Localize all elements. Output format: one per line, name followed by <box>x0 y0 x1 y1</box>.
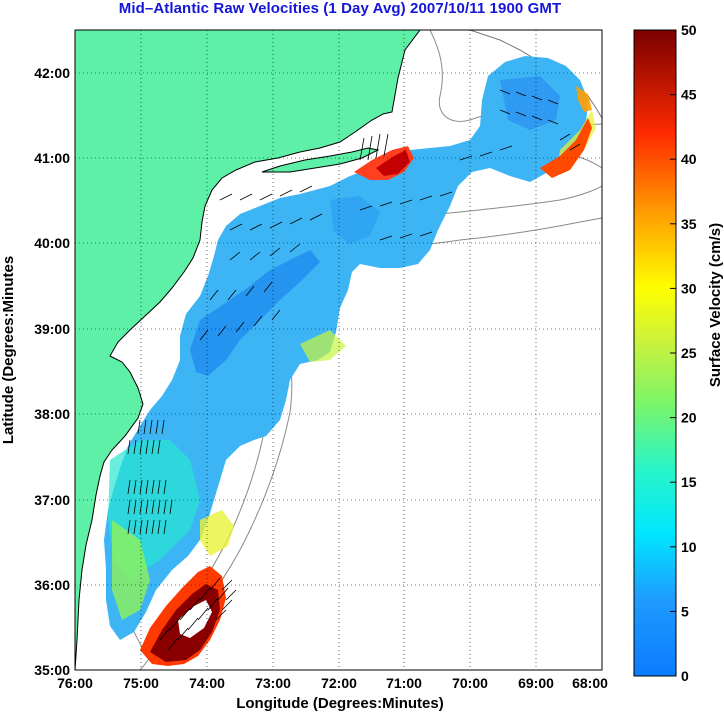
x-tick-label: 71:00 <box>386 675 422 691</box>
y-tick-label: 40:00 <box>34 235 70 251</box>
graticule <box>75 30 602 670</box>
colorbar-tick-label: 15 <box>681 474 697 490</box>
colorbar-tick-label: 30 <box>681 280 697 296</box>
y-tick-label: 37:00 <box>34 492 70 508</box>
colorbar-tick-label: 20 <box>681 410 697 426</box>
map-title: Mid–Atlantic Raw Velocities (1 Day Avg) … <box>118 0 562 17</box>
velocity-vectors <box>127 89 581 651</box>
colorbar-tick-label: 10 <box>681 539 697 555</box>
y-tick-label: 38:00 <box>34 406 70 422</box>
x-tick-labels: 76:00 75:00 74:00 73:00 72:00 71:00 70:0… <box>57 675 608 691</box>
colorbar: 50 45 40 35 30 25 20 15 10 5 0 Surface V… <box>633 22 724 684</box>
y-tick-label: 35:00 <box>34 662 70 678</box>
colorbar-tick-label: 0 <box>681 668 689 684</box>
y-tick-label: 39:00 <box>34 321 70 337</box>
x-tick-label: 70:00 <box>452 675 488 691</box>
colorbar-tick-label: 25 <box>681 345 697 361</box>
y-axis-label: Latitude (Degrees:Minutes <box>0 256 17 444</box>
y-tick-labels: 42:00 41:00 40:00 39:00 38:00 37:00 36:0… <box>34 65 70 678</box>
land-mainland <box>75 30 421 670</box>
colorbar-tick-label: 40 <box>681 151 697 167</box>
x-tick-label: 74:00 <box>189 675 225 691</box>
colorbar-tick-label: 35 <box>681 216 697 232</box>
x-tick-label: 75:00 <box>123 675 159 691</box>
colorbar-tick-label: 45 <box>681 87 697 103</box>
x-axis-label: Longitude (Degrees:Minutes) <box>236 695 444 712</box>
y-tick-label: 36:00 <box>34 577 70 593</box>
colorbar-scale <box>633 29 677 677</box>
plot-frame <box>74 29 603 671</box>
x-tick-label: 69:00 <box>518 675 554 691</box>
x-tick-label: 73:00 <box>255 675 291 691</box>
velocity-field <box>104 56 596 666</box>
x-tick-label: 68:00 <box>572 675 608 691</box>
y-tick-label: 42:00 <box>34 65 70 81</box>
land-long-island <box>261 147 380 173</box>
colorbar-tick-label: 5 <box>681 603 689 619</box>
y-tick-label: 41:00 <box>34 150 70 166</box>
x-tick-label: 72:00 <box>321 675 357 691</box>
colorbar-label: Surface Velocity (cm/s) <box>707 223 724 387</box>
x-tick-label: 76:00 <box>57 675 93 691</box>
colorbar-tick-label: 50 <box>681 22 697 38</box>
